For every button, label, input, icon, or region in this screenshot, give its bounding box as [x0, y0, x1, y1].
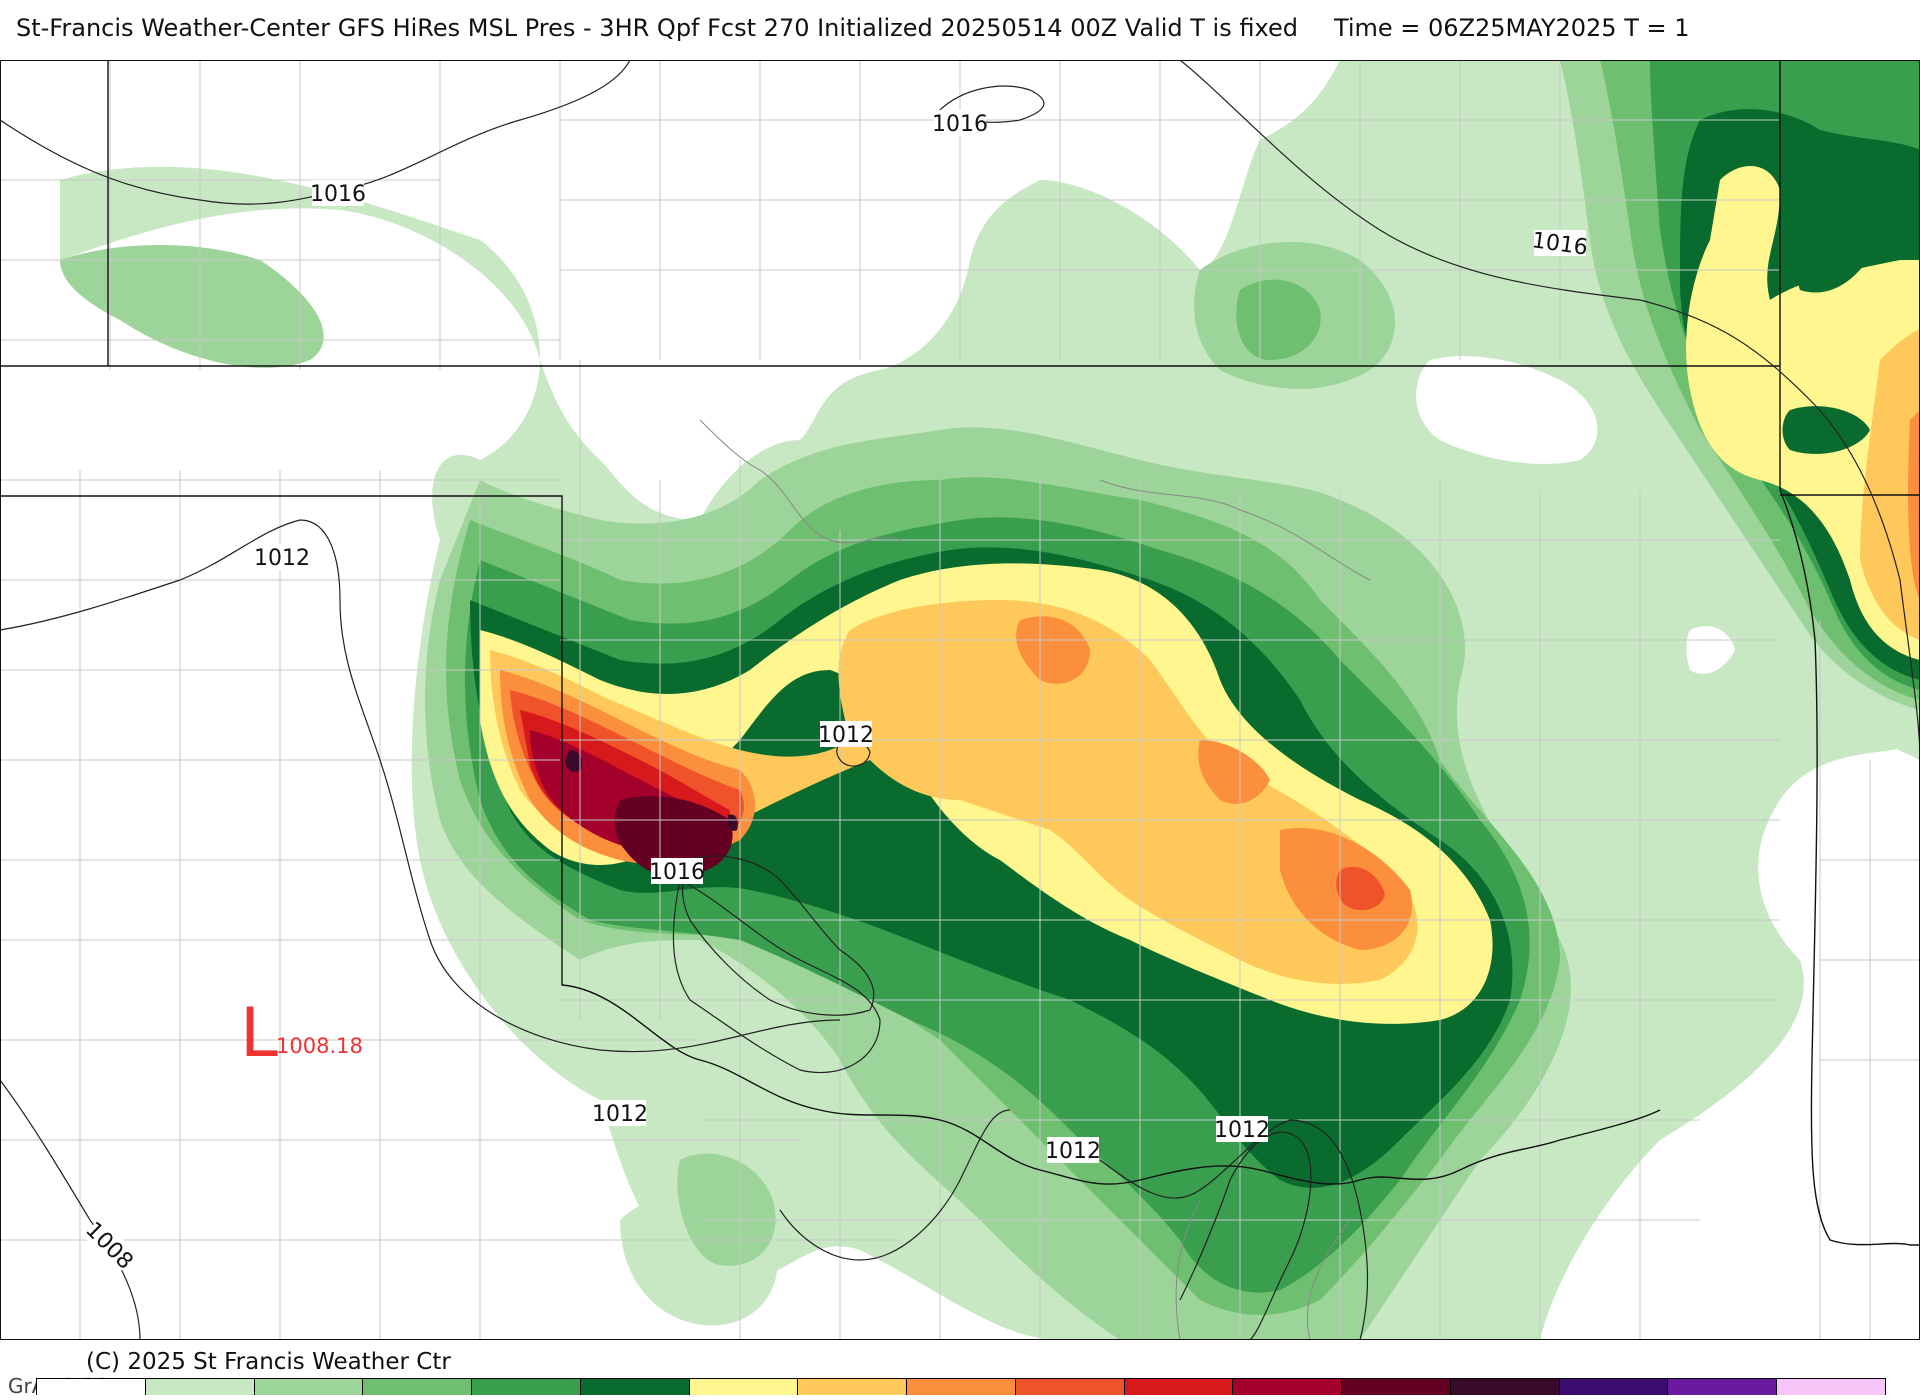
river-lines [699, 419, 1371, 1340]
isobar-1012-west [0, 519, 841, 1053]
colorbar-cell [36, 1379, 146, 1395]
precip-level-13 [565, 750, 582, 772]
colorbar-cell [1124, 1379, 1234, 1395]
colorbar-cell [145, 1379, 255, 1395]
precip-level-7 [490, 600, 1418, 984]
isobar-label: 1012 [1214, 1116, 1270, 1143]
precip-level-9-east [1336, 866, 1385, 911]
precip-ne-white-hole [1686, 626, 1735, 674]
isobar-label-text: 1016 [649, 860, 705, 885]
isobar-label: 1012 [254, 544, 310, 571]
isobar-1012-mid [779, 1109, 1011, 1261]
precip-level-13b [727, 814, 738, 831]
weather-map: 1016 1016 1016 1012 1012 1016 1012 1012 [0, 60, 1920, 1340]
isobar-label-text: 1012 [818, 723, 874, 748]
precip-level-2-west [60, 245, 324, 368]
isobar-1012-center [672, 879, 881, 1074]
isobar-label: 1016 [310, 180, 366, 207]
colorbar-cell [1668, 1379, 1778, 1395]
precip-level-3-north [1236, 279, 1321, 360]
map-title: St-Francis Weather-Center GFS HiRes MSL … [16, 14, 1916, 54]
isobar-label-text: 1016 [932, 112, 988, 137]
colorbar-cell [1233, 1379, 1343, 1395]
colorbar-cell [254, 1379, 364, 1395]
precip-level-8-east2 [1198, 740, 1270, 804]
copyright-text: (C) 2025 St Francis Weather Ctr [86, 1349, 451, 1375]
precip-level-2-south [677, 1153, 776, 1266]
precip-level-12 [614, 796, 733, 877]
state-borders [0, 60, 1920, 1246]
isobar-label: 1016 [1530, 228, 1589, 261]
colorbar-cell [1015, 1379, 1125, 1395]
isobar-label: 1016 [932, 110, 988, 137]
isobar-label: 1016 [649, 858, 705, 885]
colorbar-cell [1777, 1379, 1887, 1395]
precip-shading [60, 60, 1920, 1340]
colorbar-cell [1450, 1379, 1560, 1395]
isobar-1012-southeast [1099, 1119, 1369, 1340]
precip-ne-level-7 [1860, 330, 1920, 640]
low-letter: L [240, 994, 278, 1073]
isobar-label-text: 1012 [1214, 1118, 1270, 1143]
precip-gap-1 [1416, 356, 1598, 464]
county-lines [0, 60, 1920, 1340]
colorbar-cell [798, 1379, 908, 1395]
title-product: St-Francis Weather-Center GFS HiRes MSL … [16, 14, 1298, 42]
colorbar-cell [363, 1379, 473, 1395]
colorbar-cell [689, 1379, 799, 1395]
isobar-label: 1012 [592, 1100, 648, 1127]
colorbar-cell [1342, 1379, 1451, 1395]
colorbar-cell [1559, 1379, 1669, 1395]
isobar-1016-east [1179, 60, 1920, 761]
isobar-label-text: 1012 [254, 546, 310, 571]
title-valid-time: Time = 06Z25MAY2025 T = 1 [1333, 14, 1690, 42]
isobar-label: 1012 [1045, 1137, 1101, 1164]
precip-ne-level-6-dark [1782, 406, 1870, 454]
precip-level-8-east1 [1016, 616, 1090, 684]
precip-ne-level-6-dark2 [1792, 195, 1880, 293]
colorbar-cell [580, 1379, 690, 1395]
isobar-1008 [0, 1079, 141, 1340]
isobar-label: 1012 [818, 721, 874, 748]
isobar-label-text: 1012 [1045, 1139, 1101, 1164]
isobar-label-text: 1012 [592, 1102, 648, 1127]
precip-ne-level-8 [1908, 410, 1920, 600]
low-pressure-center: L 1008.18 [240, 994, 363, 1073]
isobar-labels: 1016 1016 1016 1012 1012 1016 1012 1012 [80, 110, 1589, 1275]
precip-colorbar [36, 1378, 1887, 1395]
isobar-label-text: 1016 [310, 182, 366, 207]
isobar-1016-center [681, 855, 875, 1016]
isobar-1012-loop [1179, 1131, 1312, 1340]
colorbar-cell [907, 1379, 1016, 1395]
low-pressure-value: 1008.18 [276, 1034, 363, 1058]
colorbar-cell [472, 1379, 581, 1395]
